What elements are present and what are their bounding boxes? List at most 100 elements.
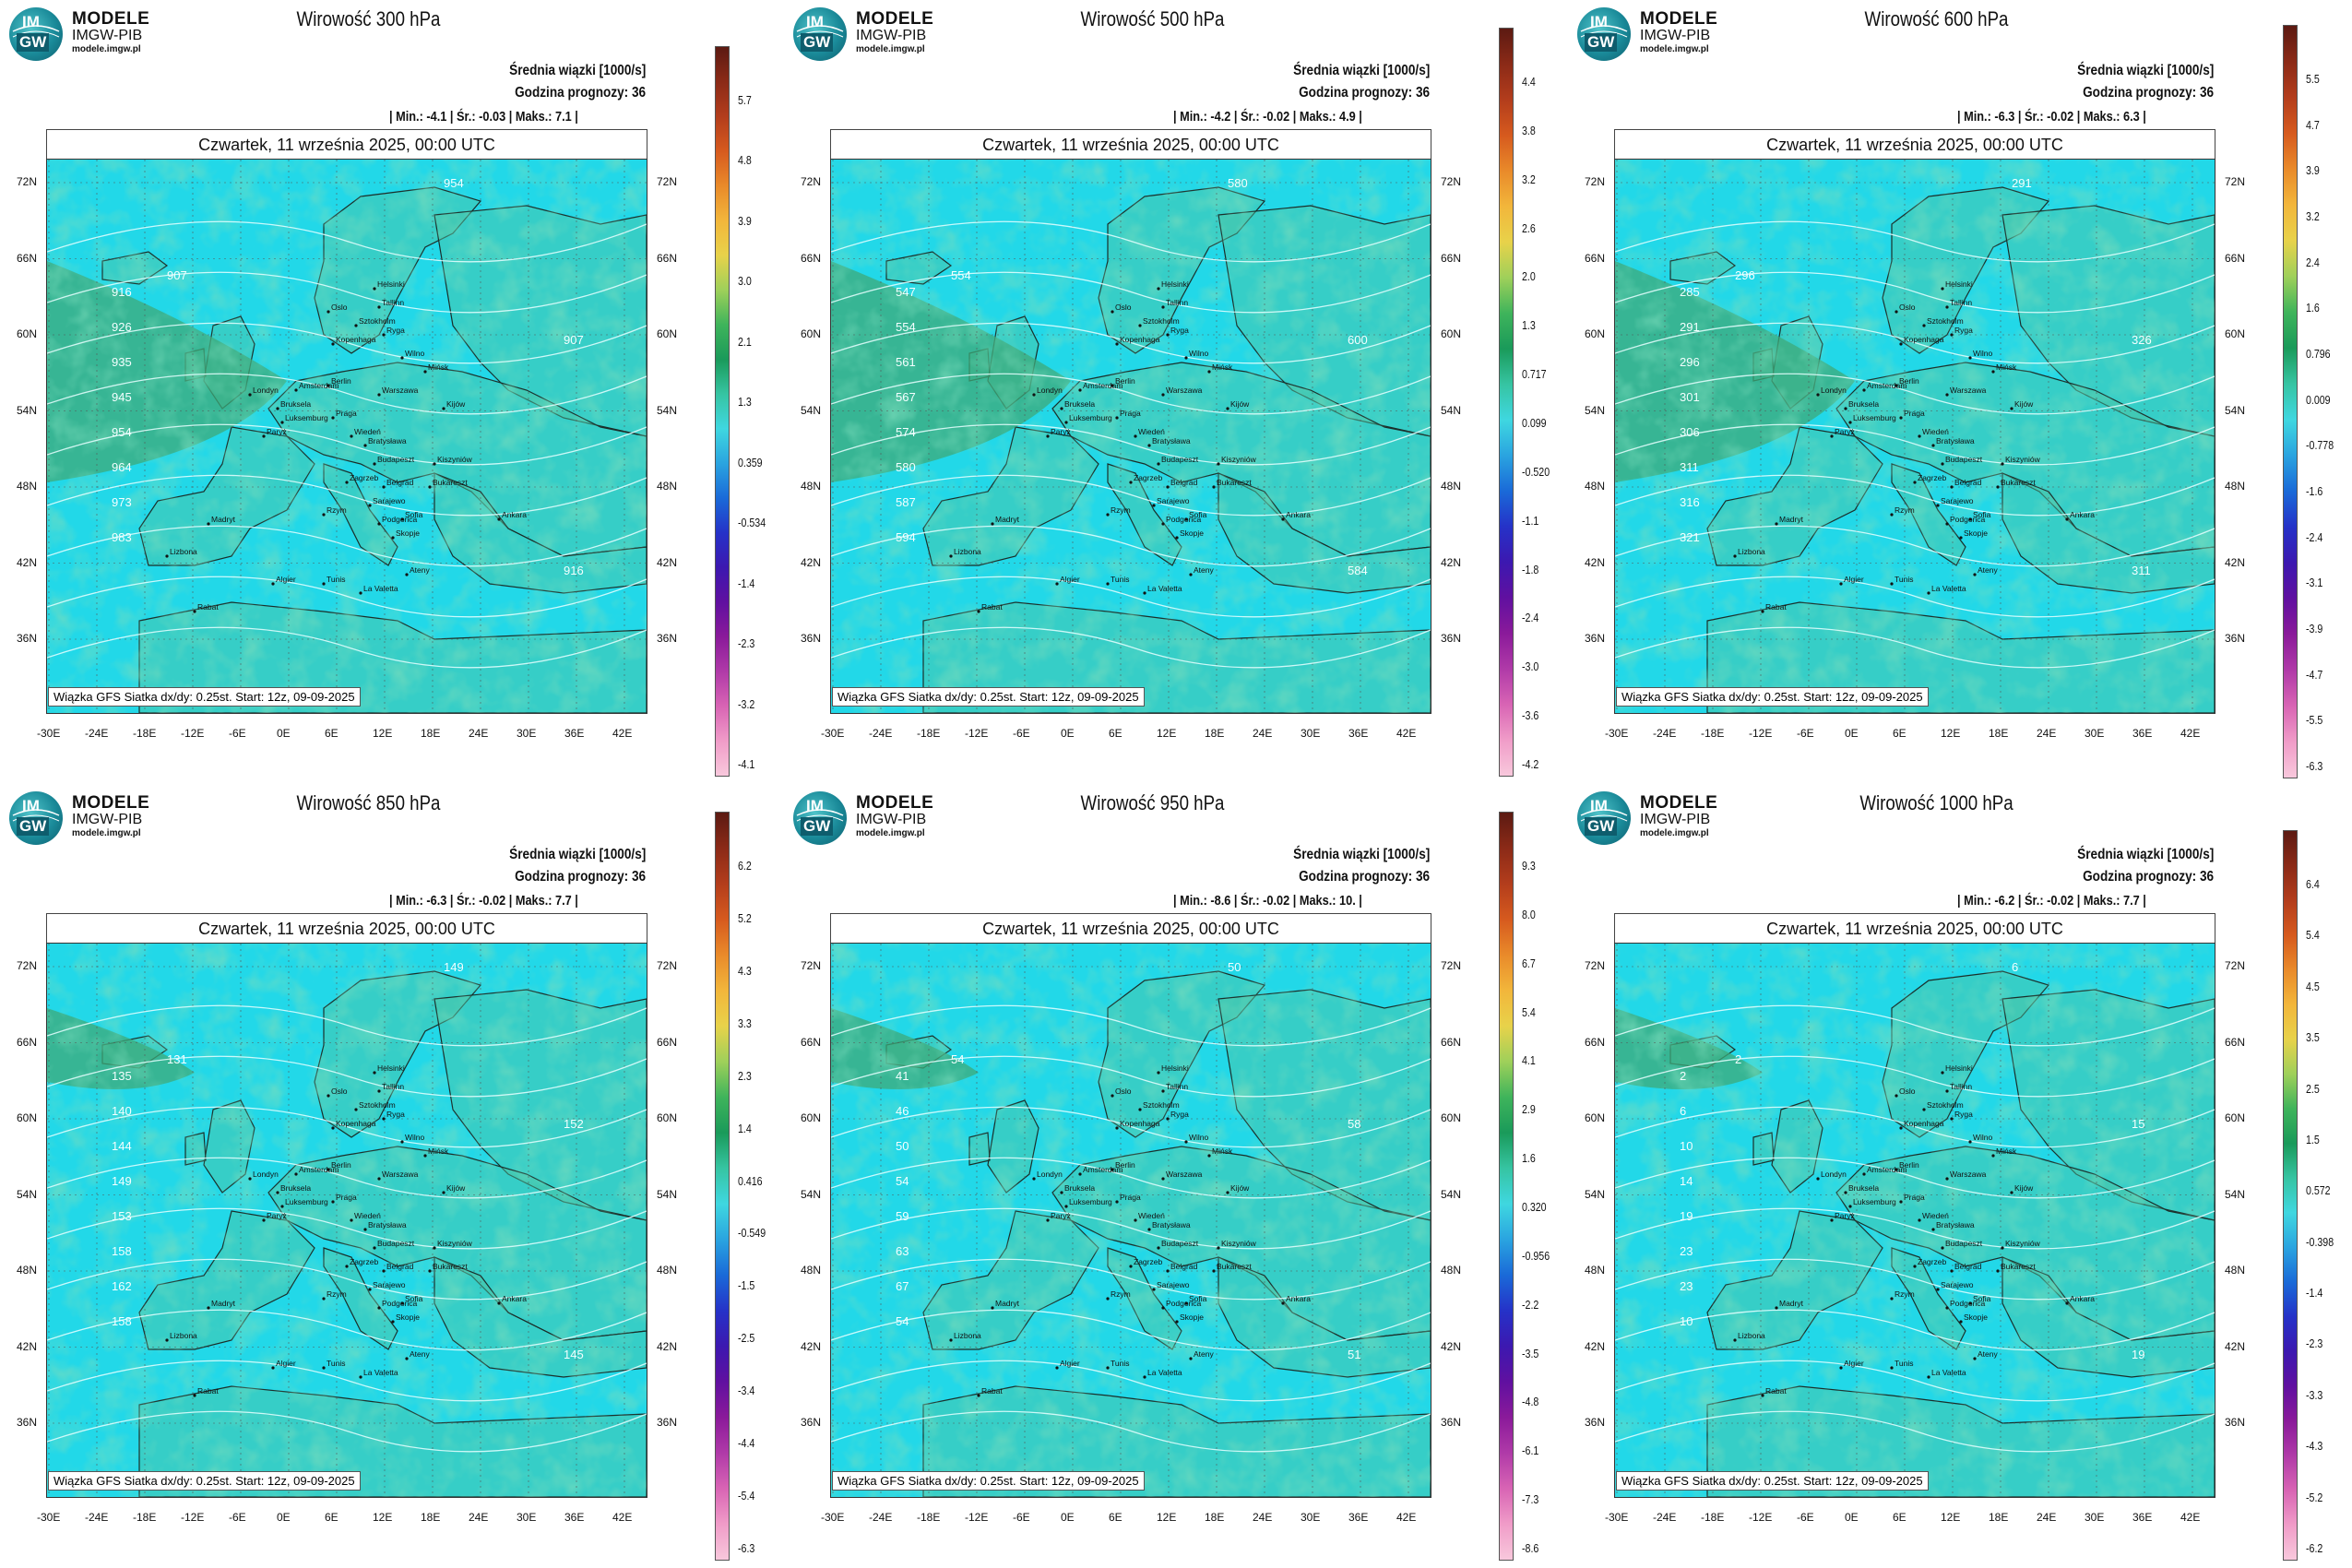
height-contour <box>831 1258 1431 1301</box>
lat-label-left: 36N <box>1585 1416 1606 1429</box>
city-marker <box>1189 573 1193 576</box>
city-label: Oslo <box>1899 1087 1916 1096</box>
city-marker <box>1207 1154 1211 1158</box>
city-label: Ateny <box>1978 565 1998 575</box>
lat-label-left: 36N <box>801 632 822 645</box>
city-label: Helsinki <box>1945 1063 1973 1073</box>
colorbar-tick: 6.4 <box>2306 878 2320 891</box>
lat-label-left: 66N <box>17 1035 38 1049</box>
height-contour <box>831 1106 1431 1148</box>
lat-label-left: 54N <box>801 403 822 417</box>
city-marker <box>1848 421 1852 424</box>
forecast-hour: Godzina prognozy: 36 <box>1298 869 1430 885</box>
city-label: Praga <box>336 1193 357 1202</box>
city-label: Wiedeń <box>354 427 381 436</box>
city-marker <box>262 434 266 438</box>
city-label: Rabat <box>981 602 1003 612</box>
city-marker <box>1106 582 1110 586</box>
city-marker <box>1816 393 1820 397</box>
city-label: Tunis <box>327 575 345 584</box>
colorbar-tick: -4.8 <box>1522 1396 1539 1409</box>
city-marker <box>405 573 409 576</box>
city-marker <box>1968 1301 1972 1305</box>
contour-label: 907 <box>167 268 187 282</box>
lon-label: -12E <box>965 727 989 740</box>
lat-label-right: 72N <box>657 175 678 188</box>
colorbar-tick: -6.2 <box>2306 1542 2323 1555</box>
city-label: Rzym <box>1895 505 1915 515</box>
city-label: Ateny <box>410 1349 430 1359</box>
city-label: Wiedeń <box>1922 1211 1949 1220</box>
colorbar-tick: 0.416 <box>738 1174 763 1188</box>
forecast-hour: Godzina prognozy: 36 <box>514 85 646 101</box>
city-marker <box>1166 1117 1170 1121</box>
city-marker <box>423 1154 427 1158</box>
city-label: Amsterdam <box>1083 1165 1123 1174</box>
city-marker <box>345 481 349 484</box>
contour-label: 587 <box>896 495 916 509</box>
city-label: Bukareszt <box>2001 478 2036 487</box>
city-marker <box>377 393 381 397</box>
lat-label-right: 42N <box>1441 555 1462 569</box>
city-label: Lizbona <box>170 1331 197 1340</box>
lat-label-right: 54N <box>2225 1187 2246 1201</box>
city-label: Sofia <box>405 1294 423 1303</box>
brand-institute: IMGW-PIB <box>1640 812 1711 827</box>
lat-label-right: 54N <box>1441 1187 1462 1201</box>
city-label: Sofia <box>1973 510 1991 519</box>
brand-name: MODELE <box>856 793 934 813</box>
city-label: Budapeszt <box>1945 1239 1983 1248</box>
lat-label-right: 42N <box>2225 555 2246 569</box>
stats-line: | Min.: -6.3 | Śr.: -0.02 | Maks.: 6.3 | <box>1957 109 2146 125</box>
lon-label: 6E <box>1893 727 1907 740</box>
city-marker <box>1157 1246 1160 1250</box>
city-label: Helsinki <box>1161 1063 1189 1073</box>
city-label: Kijów <box>446 1183 466 1193</box>
lon-label: 30E <box>1301 727 1321 740</box>
city-marker <box>391 1320 395 1324</box>
logo-letters-top: IM <box>22 13 40 30</box>
map-canvas: 954 907 916 926 935 945 954 964 973 983 907 916 Oslo… <box>47 160 647 713</box>
lat-label-right: 66N <box>2225 1035 2246 1049</box>
lat-label-left: 54N <box>1585 403 1606 417</box>
city-label: Praga <box>1120 1193 1141 1202</box>
vorticity-map: 580 554 547 554 561 567 574 580 587 594 600 584 Oslo… <box>830 159 1431 714</box>
height-contour <box>831 1004 1431 1047</box>
city-marker <box>1899 1126 1903 1130</box>
contour-label: 945 <box>112 390 132 404</box>
contour-label: 574 <box>896 425 916 439</box>
lat-label-right: 36N <box>1441 1416 1462 1429</box>
city-label: Algier <box>1060 575 1080 584</box>
city-marker <box>280 421 284 424</box>
city-marker <box>331 342 335 346</box>
city-label: Zagrzeb <box>350 1257 378 1266</box>
contour-label: 2 <box>1735 1052 1741 1066</box>
colorbar-tick: 2.1 <box>738 335 752 349</box>
height-contour <box>831 1309 1431 1351</box>
mean-label: Średnia wiązki [1000/s] <box>2076 847 2214 862</box>
height-contour <box>47 1410 647 1453</box>
city-label: Ryga <box>1170 326 1189 335</box>
city-marker <box>322 1366 326 1370</box>
height-contour <box>1615 373 2215 415</box>
city-label: Algier <box>276 575 296 584</box>
lat-label-left: 36N <box>801 1416 822 1429</box>
city-label: Wilno <box>405 349 425 358</box>
city-label: Helsinki <box>377 279 405 289</box>
contour-label: 954 <box>112 425 132 439</box>
height-contour <box>831 1410 1431 1453</box>
lat-label-right: 36N <box>657 1416 678 1429</box>
city-marker <box>327 1094 330 1098</box>
panel-title-text: Wirowość 950 hPa <box>1080 791 1225 814</box>
contour-label: 144 <box>112 1139 132 1153</box>
city-marker <box>1950 333 1954 337</box>
colorbar-tick: 2.0 <box>1522 270 1536 284</box>
city-marker <box>1895 310 1898 314</box>
city-label: Rzym <box>1111 1289 1131 1299</box>
city-marker <box>2065 1301 2069 1305</box>
contour-label: 554 <box>896 320 916 334</box>
colorbar-tick: 8.0 <box>1522 908 1536 921</box>
contour-label: 15 <box>2132 1117 2144 1131</box>
city-marker <box>433 462 436 466</box>
city-label: Belgrad <box>1954 478 1982 487</box>
